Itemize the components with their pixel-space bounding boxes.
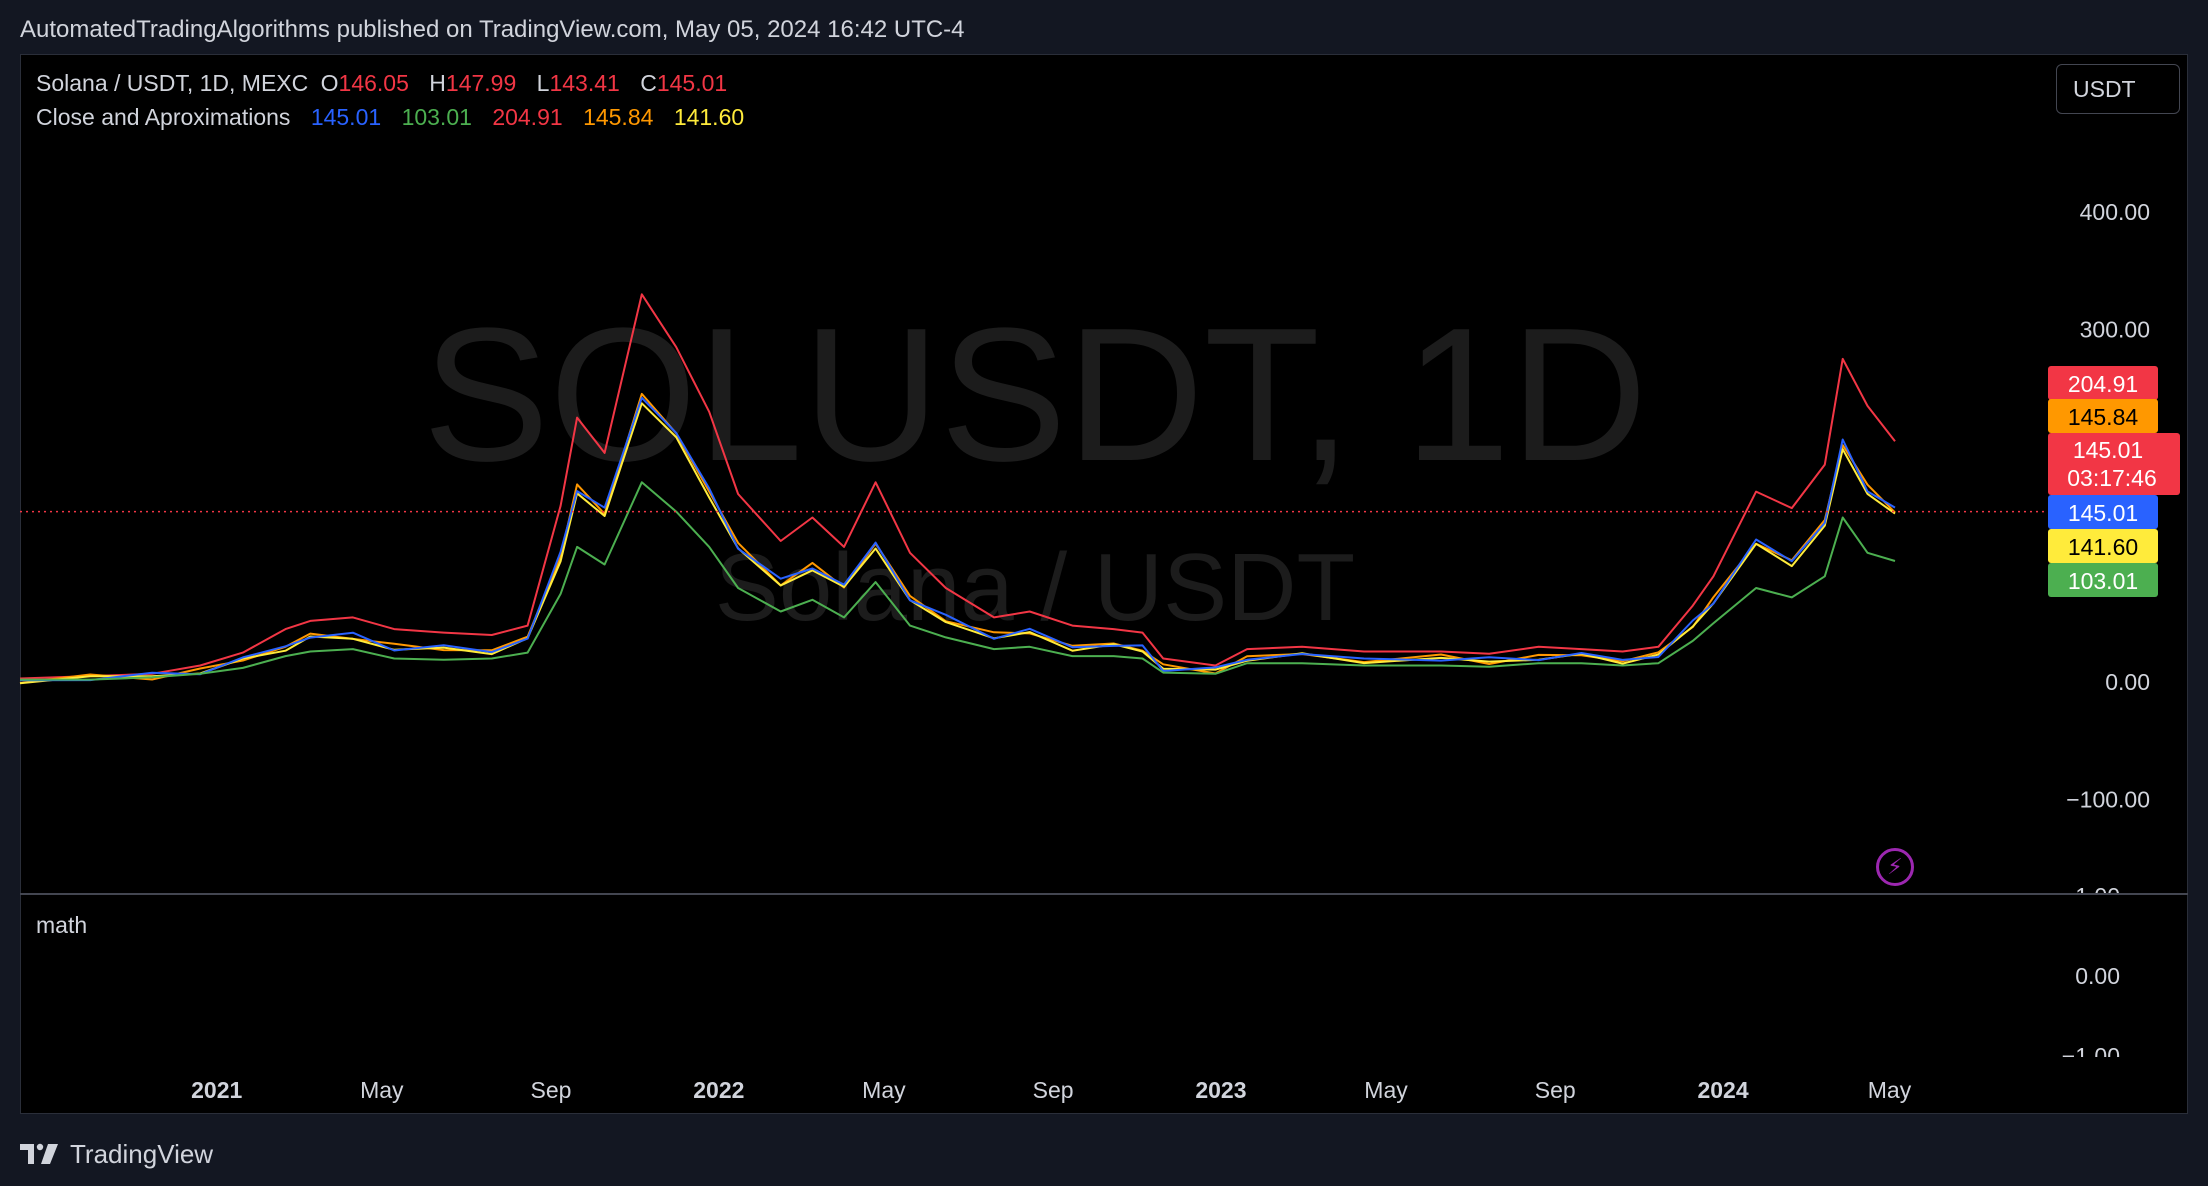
x-tick-label: May — [1364, 1077, 1408, 1103]
series-line — [19, 396, 1896, 682]
high-label: H — [429, 70, 446, 96]
x-tick-label: Sep — [1535, 1077, 1576, 1103]
close-label: C — [640, 70, 657, 96]
symbol-legend: Solana / USDT, 1D, MEXC O146.05 H147.99 … — [36, 70, 741, 97]
x-tick-label: Sep — [531, 1077, 572, 1103]
math-y-tick-label: 0.00 — [2075, 963, 2120, 989]
badge-green-label: 103.01 — [2068, 568, 2138, 594]
badge-last-price-countdown: 03:17:46 — [2067, 465, 2157, 491]
badge-orange-label: 145.84 — [2068, 404, 2139, 430]
x-tick-label: Sep — [1033, 1077, 1074, 1103]
badge-last-price — [2048, 433, 2180, 495]
y-tick-label: −100.00 — [2066, 787, 2150, 813]
badge-last-price-label: 145.01 — [2073, 437, 2143, 463]
y-tick-label: 400.00 — [2080, 199, 2150, 225]
lightning-icon[interactable]: ⚡ — [1876, 848, 1914, 886]
open-label: O — [320, 70, 339, 96]
pane-divider[interactable] — [20, 893, 2188, 895]
currency-button[interactable]: USDT — [2056, 64, 2180, 114]
badge-blue — [2048, 495, 2158, 529]
footer-brand-label: TradingView — [70, 1138, 214, 1169]
badge-yellow-label: 141.60 — [2068, 534, 2138, 560]
x-tick-label: 2024 — [1697, 1077, 1748, 1103]
published-line: AutomatedTradingAlgorithms published on … — [20, 16, 965, 43]
chart-frame[interactable] — [20, 54, 2188, 1114]
y-tick-label: 0.00 — [2105, 669, 2150, 695]
series-line — [19, 293, 1896, 680]
y-tick-label: 300.00 — [2080, 317, 2150, 343]
tradingview-logo-icon — [20, 1143, 58, 1164]
badge-orange — [2048, 399, 2158, 433]
series-line — [20, 481, 1896, 681]
indicator-value-yellow: 141.60 — [673, 104, 745, 130]
x-tick-label: 2023 — [1195, 1077, 1246, 1103]
math-axis-mask-top — [2060, 893, 2180, 905]
math-axis-mask-bottom — [2060, 1057, 2180, 1073]
x-tick-label: May — [360, 1077, 404, 1103]
badge-green — [2048, 563, 2158, 597]
x-tick-label: 2021 — [191, 1077, 242, 1103]
footer-brand[interactable]: TradingView — [20, 1134, 213, 1174]
close-value: 145.01 — [656, 70, 728, 96]
x-tick-label: 2022 — [693, 1077, 744, 1103]
badge-red — [2048, 366, 2158, 400]
indicator-legend: Close and Aproximations 145.01 103.01 20… — [36, 104, 750, 131]
indicator-value-green: 103.01 — [401, 104, 472, 130]
badge-red-label: 204.91 — [2068, 371, 2138, 397]
high-value: 147.99 — [445, 70, 517, 96]
badge-yellow — [2048, 529, 2158, 563]
indicator-value-red: 204.91 — [492, 104, 563, 130]
indicator-name: Close and Aproximations — [36, 104, 291, 130]
symbol-name: Solana / USDT, 1D, MEXC — [36, 70, 309, 96]
badge-blue-label: 145.01 — [2068, 500, 2138, 526]
indicator-value-orange: 145.84 — [583, 104, 654, 130]
x-tick-label: May — [862, 1077, 906, 1103]
low-value: 143.41 — [549, 70, 620, 96]
watermark-name: Solana / USDT — [715, 534, 1355, 641]
math-pane-title: math — [36, 912, 88, 938]
indicator-value-close: 145.01 — [310, 104, 382, 130]
low-label: L — [536, 70, 550, 96]
open-value: 146.05 — [338, 70, 409, 96]
x-tick-label: May — [1868, 1077, 1912, 1103]
watermark-ticker: SOLUSDT, 1D — [423, 289, 1648, 501]
